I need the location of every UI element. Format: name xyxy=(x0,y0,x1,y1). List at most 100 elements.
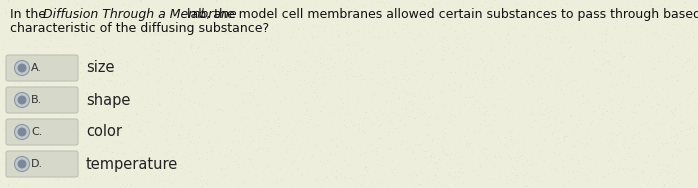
Point xyxy=(156,55,168,58)
Point xyxy=(265,21,276,24)
Point xyxy=(681,99,692,102)
Point xyxy=(43,80,54,83)
Point xyxy=(428,136,439,139)
Point xyxy=(367,182,378,185)
Point xyxy=(579,155,591,158)
Point xyxy=(464,96,475,99)
Point xyxy=(109,158,120,161)
Point xyxy=(503,155,514,158)
Point xyxy=(604,44,615,47)
Point xyxy=(468,169,479,172)
Point xyxy=(216,166,227,169)
Point xyxy=(614,43,625,46)
Point xyxy=(186,170,197,173)
Point xyxy=(269,121,281,124)
Point xyxy=(421,48,432,51)
Point xyxy=(228,7,239,10)
Point xyxy=(0,161,11,164)
Point xyxy=(577,7,588,10)
Point xyxy=(555,39,566,42)
Point xyxy=(661,53,672,56)
Point xyxy=(20,73,31,76)
Point xyxy=(86,101,97,104)
Point xyxy=(389,76,401,79)
Point xyxy=(198,114,209,118)
Point xyxy=(174,106,185,109)
Point xyxy=(288,67,299,70)
Point xyxy=(16,169,27,172)
Point xyxy=(338,47,349,50)
Point xyxy=(84,92,95,95)
Point xyxy=(64,68,75,71)
Point xyxy=(0,8,10,11)
Point xyxy=(505,25,516,28)
Point xyxy=(429,116,440,119)
Point xyxy=(75,150,87,153)
Point xyxy=(182,73,193,76)
Point xyxy=(524,47,535,50)
Point xyxy=(245,68,256,71)
Point xyxy=(306,156,317,159)
Point xyxy=(420,122,431,125)
Point xyxy=(658,11,669,14)
Point xyxy=(6,138,17,141)
Point xyxy=(591,16,602,19)
Point xyxy=(352,12,364,15)
Point xyxy=(503,67,514,70)
Point xyxy=(545,30,556,33)
Point xyxy=(16,174,27,177)
Point xyxy=(237,109,248,112)
Point xyxy=(342,43,353,46)
Point xyxy=(549,143,560,146)
Point xyxy=(522,185,533,188)
Point xyxy=(24,130,35,133)
Point xyxy=(293,167,304,170)
Point xyxy=(558,169,570,172)
Point xyxy=(475,57,486,60)
Point xyxy=(53,92,64,95)
Point xyxy=(245,91,256,94)
Point xyxy=(552,171,563,174)
Point xyxy=(79,110,90,113)
Point xyxy=(152,65,163,68)
Point xyxy=(535,148,546,151)
Point xyxy=(302,139,313,142)
Point xyxy=(607,159,618,162)
Point xyxy=(96,89,107,92)
Point xyxy=(271,179,282,182)
Point xyxy=(536,125,547,128)
Point xyxy=(470,5,482,8)
Point xyxy=(606,140,617,143)
Point xyxy=(455,155,466,158)
Point xyxy=(482,133,493,136)
Point xyxy=(236,136,247,139)
Point xyxy=(670,55,681,58)
Point xyxy=(573,171,584,174)
Point xyxy=(492,152,503,155)
Point xyxy=(235,40,246,43)
Point xyxy=(266,40,277,43)
Point xyxy=(140,145,151,148)
Point xyxy=(582,168,593,171)
Point xyxy=(228,30,239,33)
Point xyxy=(375,124,386,127)
Point xyxy=(398,99,409,102)
Point xyxy=(642,154,653,157)
Point xyxy=(425,155,436,158)
Point xyxy=(644,52,655,55)
Point xyxy=(214,58,225,61)
Point xyxy=(80,72,91,75)
Point xyxy=(568,78,579,81)
Point xyxy=(373,136,385,139)
Point xyxy=(586,122,597,125)
Point xyxy=(348,169,359,172)
Point xyxy=(685,91,697,94)
Point xyxy=(366,150,377,153)
Point xyxy=(671,95,682,98)
Point xyxy=(263,162,274,165)
Point xyxy=(386,6,397,9)
Point xyxy=(355,49,366,52)
Point xyxy=(667,23,678,26)
Point xyxy=(358,77,369,80)
Point xyxy=(230,127,241,130)
